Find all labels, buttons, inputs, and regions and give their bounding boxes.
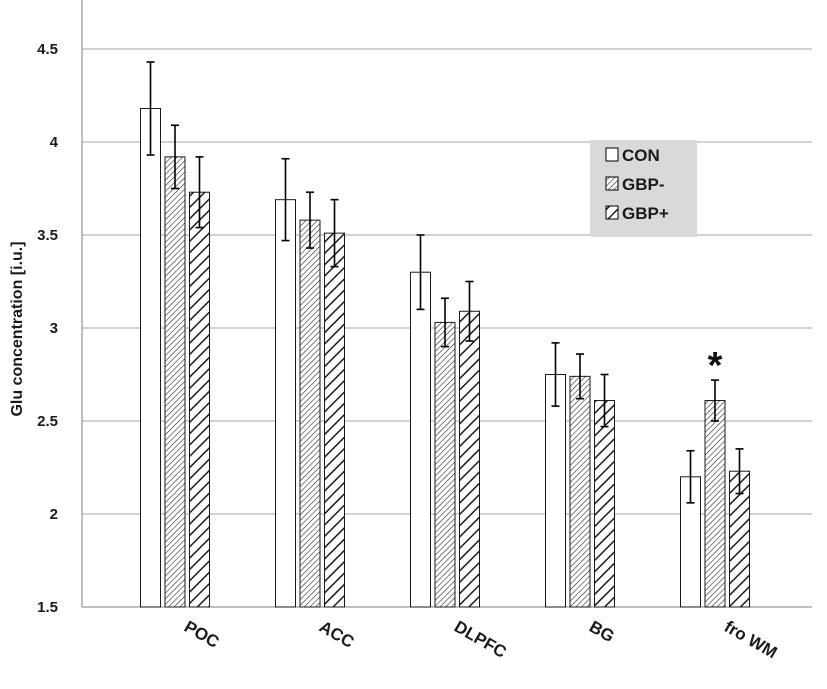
- bar-gbp-poc: [189, 191, 210, 608]
- legend-swatch: [605, 205, 619, 220]
- bar-gbp-acc: [324, 232, 345, 608]
- x-tick-label: DLPFC: [451, 617, 510, 662]
- bar-gbp-acc: [299, 219, 321, 608]
- y-tick-label: 2: [50, 506, 58, 523]
- bar-gbp-bg: [569, 375, 591, 608]
- bars: [140, 61, 750, 608]
- y-tick-label: 4: [50, 134, 59, 151]
- significance-marker: *: [708, 345, 723, 387]
- bar-gbp-frowm: [704, 400, 726, 608]
- y-tick-label: 1.5: [37, 599, 58, 616]
- bar-gbp-bg: [594, 400, 615, 608]
- bar-con-bg: [545, 374, 566, 608]
- x-tick-label: ACC: [316, 617, 357, 652]
- bar-con-poc: [140, 108, 161, 608]
- x-tick-label: fro WM: [721, 617, 780, 662]
- bar-gbp-poc: [164, 156, 186, 608]
- annotations: *: [708, 345, 723, 387]
- y-axis-title: Glu concentration [i.u.]: [9, 241, 26, 416]
- legend-label: GBP-: [622, 175, 665, 194]
- legend: CON GBP- GBP+: [590, 140, 697, 237]
- legend-swatch: [605, 176, 619, 191]
- bar-gbp-dlpfc: [459, 310, 480, 608]
- legend-swatch: [605, 147, 619, 162]
- y-tick-label: 3: [50, 320, 58, 337]
- bar-con-acc: [275, 199, 296, 608]
- legend-label: CON: [622, 146, 660, 165]
- x-tick-label: BG: [586, 617, 618, 646]
- y-tick-label: 2.5: [37, 413, 58, 430]
- y-tick-label: 4.5: [37, 41, 58, 58]
- bar-con-dlpfc: [410, 271, 431, 608]
- bar-gbp-dlpfc: [434, 321, 456, 608]
- x-tick-label: POC: [181, 617, 222, 652]
- y-tick-label: 3.5: [37, 227, 58, 244]
- legend-label: GBP+: [622, 204, 669, 223]
